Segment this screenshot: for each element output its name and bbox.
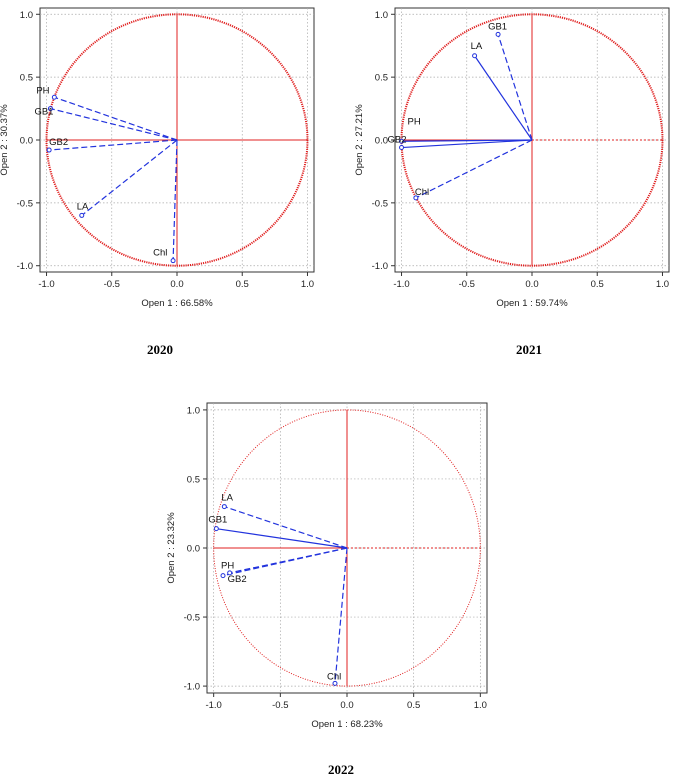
loading-vector-la <box>81 139 178 216</box>
y-tick-label: 0.0 <box>20 136 33 147</box>
y-tick-label: -1.0 <box>17 261 33 272</box>
point-label-gb1: GB1 <box>208 515 227 526</box>
x-tick-label: -1.0 <box>393 279 409 290</box>
loading-point-ph <box>51 94 57 100</box>
pca-plot-2021: -1.0 -0.5 0.0 0.5 1.0 1.0 0.5 0.0 -0.5 -1.0 Open 1… <box>354 7 670 309</box>
x-tick-label: -0.5 <box>459 279 475 290</box>
x-tick-label: -0.5 <box>272 700 288 711</box>
y-axis-label: Open 2 : 27.21% <box>354 104 365 176</box>
loading-point-chl <box>332 680 338 686</box>
y-tick-label: 1.0 <box>375 10 388 21</box>
x-tick-label: 1.0 <box>474 700 487 711</box>
x-tick-label: -0.5 <box>104 279 120 290</box>
x-tick-label: -1.0 <box>38 279 54 290</box>
point-label-la: LA <box>471 41 483 52</box>
x-axis-label: Open 1 : 59.74% <box>496 298 568 309</box>
point-label-gb2: GB2 <box>388 135 407 146</box>
loading-vector-ph <box>401 139 533 142</box>
point-label-gb2: GB2 <box>228 574 247 585</box>
y-tick-label: -0.5 <box>17 198 33 209</box>
x-tick-label: 0.5 <box>236 279 249 290</box>
loading-vector-gb2 <box>229 547 348 574</box>
point-label-ph: PH <box>408 116 421 127</box>
loading-vector-la <box>224 506 348 549</box>
loading-vector-chl <box>334 547 348 684</box>
y-axis-label: Open 2 : 23.32% <box>166 512 177 584</box>
y-tick-label: 0.5 <box>187 474 200 485</box>
loading-vector-gb1 <box>50 107 178 141</box>
loading-vector-gb1 <box>497 34 533 141</box>
y-tick-label: 0.0 <box>187 544 200 555</box>
loading-vector-chl <box>172 139 178 261</box>
loading-vector-la <box>474 55 533 141</box>
x-axis-label: Open 1 : 66.58% <box>141 298 213 309</box>
loading-vector-gb1 <box>216 528 348 549</box>
y-tick-label: -1.0 <box>184 682 200 693</box>
point-label-chl: Chl <box>153 248 167 259</box>
point-label-gb1: GB1 <box>488 21 507 32</box>
y-tick-label: 1.0 <box>187 405 200 416</box>
point-label-ph: PH <box>221 561 234 572</box>
loading-point-la <box>221 504 227 510</box>
point-label-ph: PH <box>36 85 49 96</box>
loading-point-gb2 <box>227 570 233 576</box>
loading-vector-chl <box>415 139 533 199</box>
loading-point-la <box>79 212 85 218</box>
point-label-la: LA <box>77 201 89 212</box>
point-label-gb2: GB2 <box>49 137 68 148</box>
x-axis-label: Open 1 : 68.23% <box>311 719 383 730</box>
point-label-chl: Chl <box>415 187 429 198</box>
loading-point-gb1 <box>47 106 53 112</box>
loading-point-gb1 <box>213 526 219 532</box>
chart-caption-2021: 2021 <box>516 342 542 357</box>
x-tick-label: 0.0 <box>340 700 353 711</box>
point-label-la: LA <box>221 493 233 504</box>
chart-caption-2022: 2022 <box>328 762 354 777</box>
point-label-chl: Chl <box>327 671 341 682</box>
x-tick-label: 0.0 <box>170 279 183 290</box>
pca-plot-2020: -1.0 -0.5 0.0 0.5 1.0 1.0 0.5 0.0 -0.5 -1.0 Open 1… <box>0 7 315 309</box>
loading-point-ph <box>220 573 226 579</box>
loading-point-gb1 <box>495 31 501 37</box>
chart-caption-2020: 2020 <box>147 342 173 357</box>
x-tick-label: 0.5 <box>591 279 604 290</box>
x-tick-label: 1.0 <box>656 279 669 290</box>
x-tick-label: 0.5 <box>407 700 420 711</box>
y-tick-label: 1.0 <box>20 10 33 21</box>
loading-vector-ph <box>54 96 178 141</box>
y-axis-label: Open 2 : 30.37% <box>0 104 10 176</box>
y-tick-label: 0.0 <box>375 136 388 147</box>
loading-point-chl <box>170 258 176 264</box>
loading-point-chl <box>413 195 419 201</box>
point-label-gb1: GB1 <box>34 107 53 118</box>
y-tick-label: 0.5 <box>20 73 33 84</box>
loading-point-gb2 <box>399 145 405 151</box>
y-tick-label: 0.5 <box>375 73 388 84</box>
y-tick-label: -1.0 <box>372 261 388 272</box>
pca-plot-2022: -1.0 -0.5 0.0 0.5 1.0 1.0 0.5 0.0 -0.5 -1.0 Open 1… <box>166 402 488 730</box>
loading-vector-gb2 <box>49 139 178 151</box>
y-tick-label: -0.5 <box>184 613 200 624</box>
loading-point-gb2 <box>46 147 52 153</box>
loading-point-ph <box>399 138 405 144</box>
x-tick-label: -1.0 <box>205 700 221 711</box>
loading-point-la <box>472 53 478 59</box>
loading-vector-gb2 <box>401 139 533 149</box>
x-tick-label: 0.0 <box>525 279 538 290</box>
y-tick-label: -0.5 <box>372 198 388 209</box>
x-tick-label: 1.0 <box>301 279 314 290</box>
